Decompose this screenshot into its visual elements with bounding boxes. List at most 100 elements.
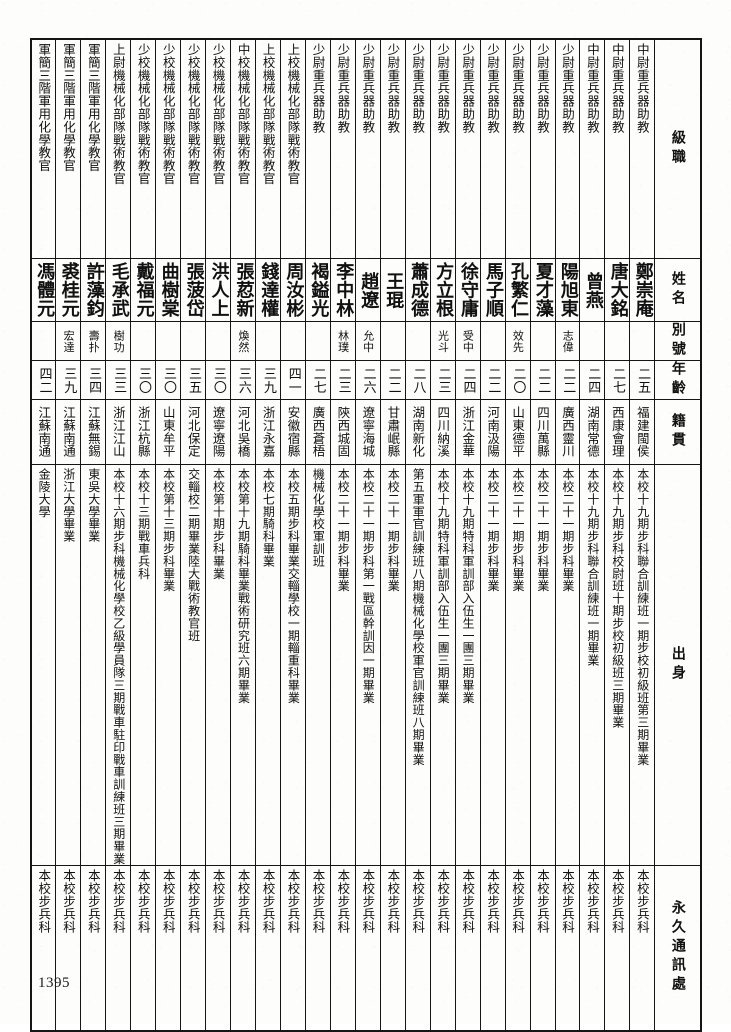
cell-text: 甘肅岷縣 bbox=[385, 406, 401, 458]
cell-text: 二五 bbox=[635, 366, 651, 394]
cell-origin: 江蘇南通 bbox=[30, 399, 57, 465]
cell-name: 孔繁仁 bbox=[504, 258, 531, 322]
cell-addr: 本校步兵科 bbox=[529, 864, 556, 1032]
cell-alias: 受中 bbox=[454, 321, 481, 361]
cell-text: 少尉重兵器助教 bbox=[360, 43, 376, 134]
cell-alias bbox=[629, 321, 656, 361]
cell-text: 夏才藻 bbox=[532, 262, 554, 318]
cell-text: 周汝彬 bbox=[283, 262, 305, 318]
cell-text: 本校第十期步科畢業 bbox=[211, 468, 226, 580]
cell-text: 本校十九期特科軍訓部入伍生一團三期畢業 bbox=[461, 468, 476, 704]
cell-addr: 本校步兵科 bbox=[255, 864, 282, 1032]
cell-edu: 東吳大學畢業 bbox=[80, 464, 107, 866]
cell-text: 錢達權 bbox=[258, 262, 280, 318]
cell-edu: 本校二十一期步科畢業 bbox=[479, 464, 506, 866]
row-label-text: 永久通訊處 bbox=[669, 900, 686, 996]
cell-text: 張荵新 bbox=[233, 262, 255, 318]
cell-text: 中尉重兵器助教 bbox=[634, 43, 650, 134]
cell-text: 二二 bbox=[535, 366, 551, 394]
cell-name: 褐鎰光 bbox=[304, 258, 331, 322]
cell-text: 陝西城固 bbox=[335, 406, 351, 458]
cell-edu: 交輜校二期畢業陸大戰術教官班 bbox=[180, 464, 207, 866]
cell-text: 本校十九期特科軍訓部入伍生一團三期畢業 bbox=[436, 468, 451, 704]
cell-name: 裘桂元 bbox=[55, 258, 82, 322]
cell-text: 本校步兵科 bbox=[510, 868, 526, 934]
cell-text: 少校機械化部隊戰術教官 bbox=[160, 43, 176, 185]
cell-text: 陽旭東 bbox=[557, 262, 579, 318]
cell-edu: 本校七期騎科畢業 bbox=[255, 464, 282, 866]
cell-text: 本校步兵科 bbox=[60, 868, 76, 934]
cell-alias: 樹功 bbox=[105, 321, 132, 361]
cell-age: 四一 bbox=[280, 360, 306, 400]
cell-text: 少尉重兵器助教 bbox=[410, 43, 426, 134]
cell-text: 中校機械化部隊戰術教官 bbox=[235, 43, 251, 185]
cell-text: 本校步兵科 bbox=[335, 868, 351, 934]
cell-text: 浙江大學畢業 bbox=[61, 468, 76, 543]
cell-rank: 少尉重兵器助教 bbox=[554, 38, 581, 259]
cell-age: 三九 bbox=[255, 360, 282, 400]
cell-text: 樹功 bbox=[112, 329, 126, 353]
cell-name: 張菠岱 bbox=[180, 258, 207, 322]
cell-text: 本校十三期戰車兵科 bbox=[136, 468, 151, 580]
cell-alias: 效先 bbox=[504, 321, 531, 361]
cell-text: 三三 bbox=[111, 366, 127, 394]
cell-rank: 上校機械化部隊戰術教官 bbox=[255, 38, 282, 259]
cell-alias bbox=[529, 321, 556, 361]
cell-addr: 本校步兵科 bbox=[554, 864, 581, 1032]
cell-edu: 本校第十期步科畢業 bbox=[205, 464, 232, 866]
cell-rank: 中尉重兵器助教 bbox=[629, 38, 656, 259]
cell-origin: 山東德平 bbox=[504, 399, 531, 465]
cell-rank: 少尉重兵器助教 bbox=[329, 38, 356, 259]
cell-rank: 軍簡三階軍用化學教官 bbox=[55, 38, 82, 259]
cell-name: 方立根 bbox=[429, 258, 456, 322]
cell-text: 浙江金華 bbox=[460, 406, 476, 458]
cell-text: 中尉重兵器助教 bbox=[609, 43, 625, 134]
cell-edu: 金陵大學 bbox=[30, 464, 57, 866]
cell-origin: 江蘇南通 bbox=[55, 399, 82, 465]
roster-row-alias: 別號 志偉 效先 受中 光斗 允中 林璞 煥然 樹功 壽扑 宏達 bbox=[30, 321, 702, 361]
cell-text: 光斗 bbox=[436, 329, 450, 353]
cell-text: 本校步兵科 bbox=[85, 868, 101, 934]
row-label-rank: 級職 bbox=[654, 38, 702, 259]
cell-addr: 本校步兵科 bbox=[55, 864, 82, 1032]
cell-alias: 壽扑 bbox=[80, 321, 107, 361]
cell-edu: 本校十九期步科聯合訓練班一期步校初級班第三期畢業 bbox=[629, 464, 656, 866]
cell-origin: 福建閩侯 bbox=[629, 399, 656, 465]
cell-alias: 林璞 bbox=[329, 321, 356, 361]
cell-text: 廣西蒼梧 bbox=[310, 406, 326, 458]
cell-text: 本校十六期步科機械化學校乙級學員隊三期戰車駐印戰車訓練班三期畢業 bbox=[111, 468, 126, 865]
cell-origin: 浙江江山 bbox=[105, 399, 132, 465]
cell-edu: 第五軍軍官訓練班八期機械化學校軍官訓練班八期畢業 bbox=[404, 464, 431, 866]
cell-text: 遼寧遼陽 bbox=[210, 406, 226, 458]
cell-alias: 允中 bbox=[354, 321, 381, 361]
cell-age: 三五 bbox=[180, 360, 207, 400]
cell-text: 壽扑 bbox=[87, 329, 101, 353]
row-label-alias: 別號 bbox=[654, 321, 702, 361]
row-label-text: 級職 bbox=[669, 130, 686, 168]
cell-text: 本校二十一期步科畢業 bbox=[510, 468, 525, 592]
cell-alias bbox=[579, 321, 606, 361]
cell-name: 許藻鈞 bbox=[80, 258, 107, 322]
cell-edu: 本校十六期步科機械化學校乙級學員隊三期戰車駐印戰車訓練班三期畢業 bbox=[105, 464, 132, 866]
cell-text: 本校二十一期步科第一戰區幹訓因一期畢業 bbox=[361, 468, 376, 704]
cell-text: 李中林 bbox=[333, 262, 355, 318]
roster-row-name: 姓名 鄭崇庵 唐大銘 曾燕 陽旭東 夏才藻 孔繁仁 馬子順 徐守庸 方立根 蕭成德 王琨 趙遼 李中林 褐鎰… bbox=[30, 258, 702, 322]
cell-age: 二七 bbox=[304, 360, 331, 400]
cell-rank: 少尉重兵器助教 bbox=[404, 38, 431, 259]
row-label-addr: 永久通訊處 bbox=[654, 864, 702, 1032]
roster-row-addr: 永久通訊處 本校步兵科 本校步兵科 本校步兵科 本校步兵科 本校步兵科 本校步兵科 本校步兵科… bbox=[30, 864, 702, 1032]
cell-text: 二三 bbox=[435, 366, 451, 394]
cell-text: 三九 bbox=[61, 366, 77, 394]
cell-text: 本校步兵科 bbox=[485, 868, 501, 934]
cell-text: 湖南新化 bbox=[410, 406, 426, 458]
cell-text: 浙江杭縣 bbox=[135, 406, 151, 458]
cell-text: 山東牟平 bbox=[160, 406, 176, 458]
cell-addr: 本校步兵科 bbox=[404, 864, 431, 1032]
cell-text: 本校步兵科 bbox=[185, 868, 201, 934]
cell-text: 河南汲陽 bbox=[485, 406, 501, 458]
cell-addr: 本校步兵科 bbox=[354, 864, 381, 1032]
cell-text: 少校機械化部隊戰術教官 bbox=[185, 43, 201, 185]
cell-text: 二二 bbox=[485, 366, 501, 394]
cell-age: 二七 bbox=[604, 360, 631, 400]
cell-text: 浙江永嘉 bbox=[260, 406, 276, 458]
